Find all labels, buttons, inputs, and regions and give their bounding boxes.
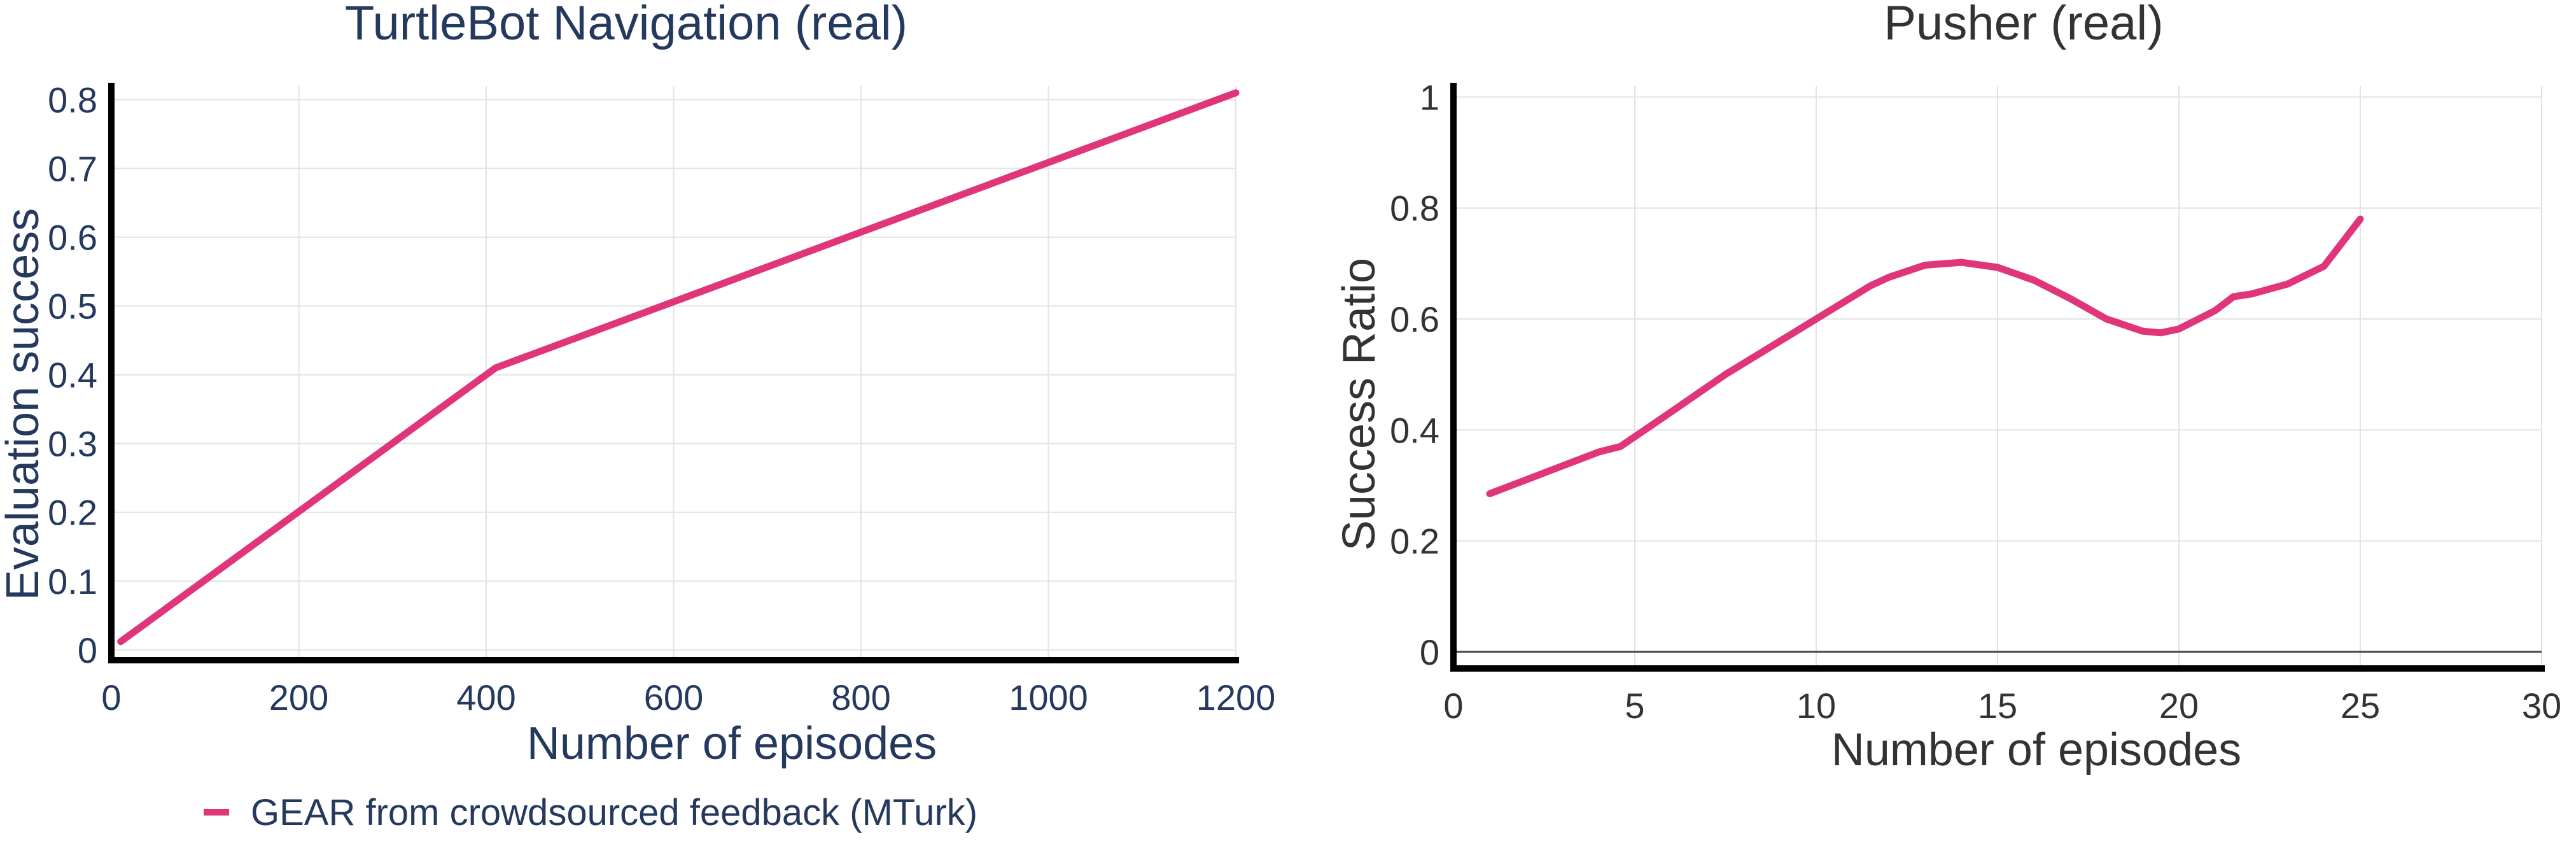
x-tick-label: 10 bbox=[1796, 686, 1836, 726]
series-line bbox=[1486, 215, 2364, 497]
y-tick-label: 0.3 bbox=[48, 424, 97, 464]
y-tick-label: 0.2 bbox=[48, 493, 97, 533]
x-axis-label: Number of episodes bbox=[1831, 724, 2241, 775]
series-lines bbox=[1486, 215, 2364, 497]
y-tick-label: 0.6 bbox=[48, 218, 97, 258]
y-tick-label: 0.2 bbox=[1390, 521, 1439, 562]
x-tick-label: 200 bbox=[269, 677, 328, 717]
y-tick-label: 0.4 bbox=[48, 355, 97, 395]
x-tick-label: 800 bbox=[831, 677, 890, 717]
axes bbox=[1450, 83, 2545, 672]
chart-title: Pusher (real) bbox=[1884, 0, 2163, 50]
x-tick-label: 1000 bbox=[1009, 677, 1088, 717]
series-line bbox=[117, 89, 1240, 646]
y-tick-label: 0.1 bbox=[48, 562, 97, 602]
x-tick-label: 15 bbox=[1978, 686, 2017, 726]
x-tick-label: 25 bbox=[2341, 686, 2380, 726]
chart-title: TurtleBot Navigation (real) bbox=[345, 0, 907, 50]
x-tick-label: 600 bbox=[644, 677, 703, 717]
y-tick-label: 0.6 bbox=[1390, 299, 1439, 339]
x-tick-label: 0 bbox=[1443, 686, 1463, 726]
tick-labels: 0 200 400 600 800 1000 1200 0 0.1 0.2 0.3 0.4 0.5 0.6… bbox=[48, 80, 1275, 717]
x-tick-label: 5 bbox=[1625, 686, 1644, 726]
x-tick-label: 400 bbox=[456, 677, 515, 717]
x-tick-label: 0 bbox=[101, 677, 121, 717]
chart-panel-turtlebot: 0 200 400 600 800 1000 1200 0 0.1 0.2 0.3 0.4 0.5 0.6… bbox=[0, 0, 1275, 769]
tick-labels: 0 5 10 15 20 25 30 0 0.2 0.4 0.6 0.8 1 bbox=[1390, 77, 2561, 726]
x-tick-label: 30 bbox=[2522, 686, 2561, 726]
series-lines bbox=[117, 89, 1240, 646]
y-tick-label: 0.5 bbox=[48, 286, 97, 327]
y-tick-label: 0 bbox=[1420, 632, 1439, 672]
y-axis-label: Success Ratio bbox=[1334, 258, 1385, 551]
legend-label: GEAR from crowdsourced feedback (MTurk) bbox=[251, 792, 977, 833]
x-tick-label: 1200 bbox=[1196, 677, 1276, 717]
y-tick-label: 0.7 bbox=[48, 149, 97, 189]
y-tick-label: 0.4 bbox=[1390, 410, 1439, 450]
y-axis-label: Evaluation success bbox=[0, 208, 48, 600]
chart-panel-pusher: 0 5 10 15 20 25 30 0 0.2 0.4 0.6 0.8 1 Pusher (real)… bbox=[1334, 0, 2561, 775]
y-tick-label: 0.8 bbox=[48, 80, 97, 120]
y-tick-label: 0 bbox=[78, 630, 97, 670]
legend: GEAR from crowdsourced feedback (MTurk) bbox=[204, 792, 977, 833]
y-tick-label: 0.8 bbox=[1390, 188, 1439, 229]
axes bbox=[108, 83, 1239, 663]
x-tick-label: 20 bbox=[2159, 686, 2199, 726]
grid-lines bbox=[111, 86, 1236, 660]
y-tick-label: 1 bbox=[1420, 77, 1439, 117]
grid-lines bbox=[1453, 86, 2542, 668]
x-axis-label: Number of episodes bbox=[527, 718, 937, 769]
